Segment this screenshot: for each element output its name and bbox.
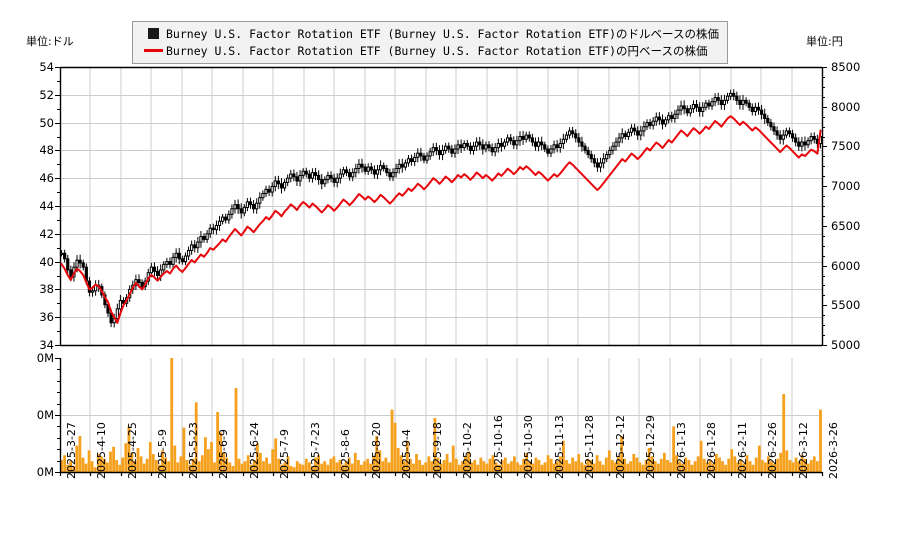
x-axis-tick-label: 2026-2-11	[736, 422, 749, 479]
price-ytick-label-right: 5000	[831, 337, 861, 352]
chart-legend: Burney U.S. Factor Rotation ETF (Burney …	[132, 21, 728, 64]
x-axis-tick-label: 2025-10-30	[522, 415, 535, 479]
price-ytick-label-right: 8000	[831, 99, 861, 114]
legend-label-jpy: Burney U.S. Factor Rotation ETF (Burney …	[166, 43, 708, 58]
price-ytick-label-left: 34	[39, 337, 54, 352]
x-axis-tick-label: 2026-1-13	[675, 422, 688, 479]
usd-ohlc-series	[59, 89, 823, 328]
x-axis-tick-label: 2026-1-28	[705, 422, 718, 479]
price-ytick-label-left: 44	[39, 198, 54, 213]
x-axis-tick-label: 2025-5-23	[187, 422, 200, 479]
legend-item-jpy: Burney U.S. Factor Rotation ETF (Burney …	[140, 42, 719, 59]
x-axis-tick-label: 2026-2-26	[766, 422, 779, 479]
price-ytick-label-left: 50	[39, 115, 54, 130]
x-axis-tick-label: 2025-12-29	[644, 415, 657, 479]
x-axis-tick-label: 2025-9-18	[431, 422, 444, 479]
x-axis-tick-label: 2025-11-28	[583, 415, 596, 479]
x-axis-tick-label: 2025-8-20	[370, 422, 383, 479]
price-ytick-label-right: 6500	[831, 218, 861, 233]
left-axis-unit-label: 単位:ドル	[26, 35, 74, 48]
volume-ytick-label: 0M	[36, 407, 54, 422]
volume-ytick-label: 0M	[36, 464, 54, 479]
x-axis-tick-label: 2025-4-25	[126, 422, 139, 479]
price-ytick-label-left: 42	[39, 226, 54, 241]
jpy-price-line	[60, 115, 822, 324]
x-axis-tick-label: 2026-3-12	[797, 422, 810, 479]
x-axis-tick-label: 2025-10-2	[461, 422, 474, 479]
legend-label-usd: Burney U.S. Factor Rotation ETF (Burney …	[166, 26, 719, 41]
price-ytick-label-left: 36	[39, 309, 54, 324]
price-ytick-label-left: 46	[39, 170, 54, 185]
volume-ytick-label: 0M	[36, 350, 54, 365]
x-axis-tick-label: 2025-5-9	[156, 429, 169, 479]
x-axis-tick-label: 2025-4-10	[95, 422, 108, 479]
x-axis-tick-label: 2025-11-13	[553, 415, 566, 479]
x-axis-tick-label: 2025-10-16	[492, 415, 505, 479]
price-ytick-label-left: 54	[39, 59, 54, 74]
x-axis-tick-label: 2025-7-23	[309, 422, 322, 479]
legend-item-usd: Burney U.S. Factor Rotation ETF (Burney …	[140, 25, 719, 42]
right-axis-unit-label: 単位:円	[806, 35, 843, 48]
x-axis-tick-label: 2025-12-12	[614, 415, 627, 479]
x-axis-tick-label: 2025-6-9	[217, 429, 230, 479]
price-ytick-label-right: 6000	[831, 258, 861, 273]
x-axis-tick-label: 2026-3-26	[827, 422, 840, 479]
price-ytick-label-right: 7500	[831, 138, 861, 153]
price-ytick-label-right: 7000	[831, 178, 861, 193]
price-ytick-label-right: 5500	[831, 297, 861, 312]
price-ytick-label-right: 8500	[831, 59, 861, 74]
x-axis-tick-label: 2025-7-9	[278, 429, 291, 479]
price-ytick-label-left: 48	[39, 142, 54, 157]
x-axis-tick-label: 2025-3-27	[65, 422, 78, 479]
red-line-icon	[140, 49, 166, 52]
price-ytick-label-left: 38	[39, 281, 54, 296]
volume-bar-series	[60, 358, 822, 472]
x-axis-tick-label: 2025-8-6	[339, 429, 352, 479]
price-ytick-label-left: 40	[39, 254, 54, 269]
black-square-icon	[140, 28, 166, 39]
price-ytick-label-left: 52	[39, 87, 54, 102]
x-axis-tick-label: 2025-9-4	[400, 429, 413, 479]
x-axis-tick-label: 2025-6-24	[248, 422, 261, 479]
